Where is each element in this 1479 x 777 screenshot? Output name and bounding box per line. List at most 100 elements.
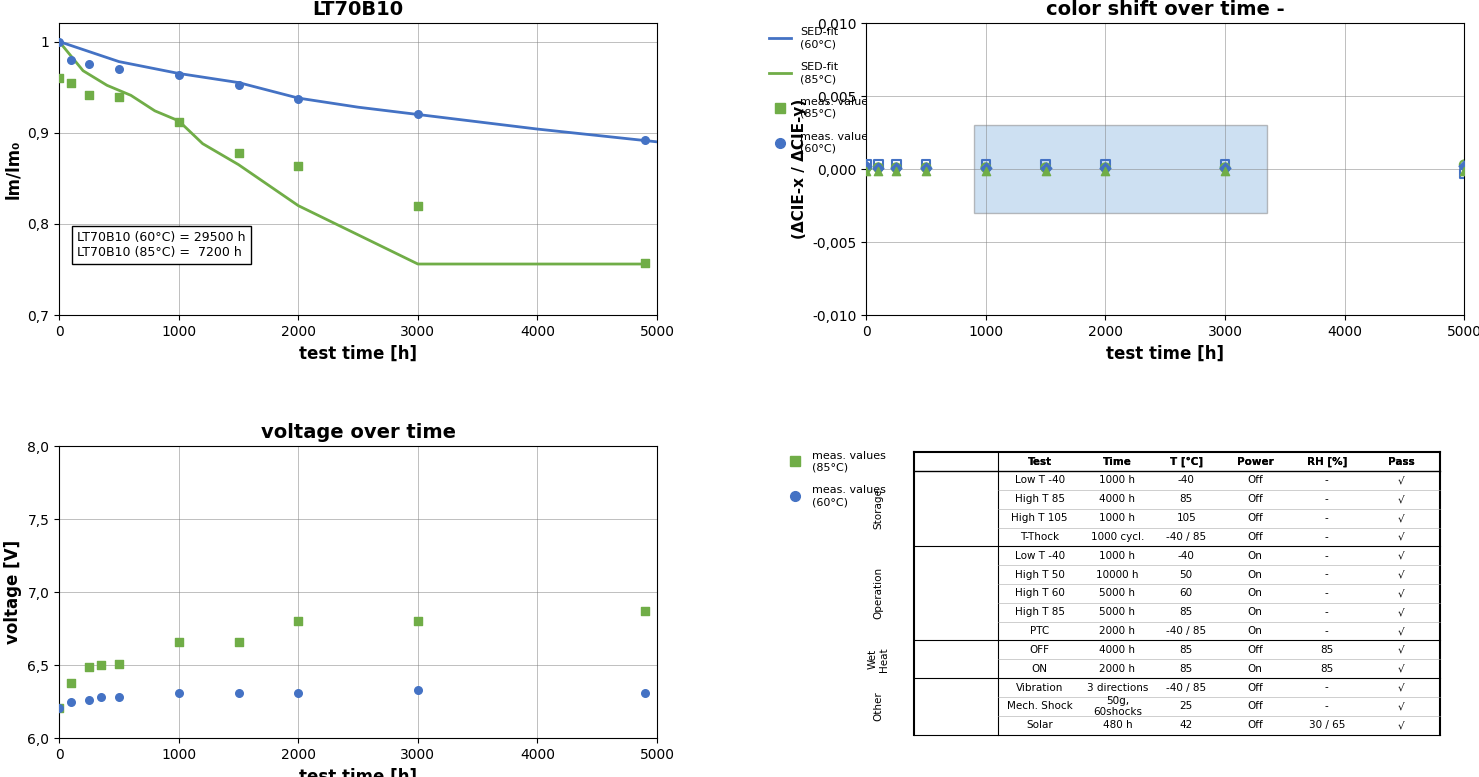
Point: [914, 165, 938, 177]
Text: Off: Off: [1247, 645, 1263, 655]
Legend: SED-fit
(60°C), SED-fit
(85°C), meas. values
(85°C), meas. values
(60°C): SED-fit (60°C), SED-fit (85°C), meas. va…: [765, 23, 879, 159]
Text: 4000 h: 4000 h: [1099, 494, 1136, 504]
Text: -: -: [1325, 532, 1328, 542]
Text: Test: Test: [1028, 457, 1052, 467]
Point: [106, 691, 130, 703]
Point: [407, 615, 430, 628]
Point: [1213, 165, 1236, 177]
Text: -: -: [1325, 570, 1328, 580]
Text: -: -: [1325, 476, 1328, 486]
Point: [867, 165, 890, 177]
Point: [867, 162, 890, 174]
Point: [1213, 159, 1236, 171]
Text: √: √: [1398, 645, 1405, 655]
Text: -40 / 85: -40 / 85: [1165, 626, 1207, 636]
Text: Low T -40: Low T -40: [1015, 476, 1065, 486]
Bar: [975, 125, 1268, 213]
Point: [407, 684, 430, 696]
Text: -: -: [1325, 607, 1328, 617]
Text: 10000 h: 10000 h: [1096, 570, 1139, 580]
Text: Pass: Pass: [1389, 457, 1415, 467]
Text: √: √: [1398, 551, 1405, 561]
Text: Off: Off: [1247, 702, 1263, 711]
Point: [59, 54, 83, 66]
Title: color shift over time -: color shift over time -: [1046, 0, 1285, 19]
Text: Off: Off: [1247, 513, 1263, 523]
Point: [226, 636, 250, 648]
Point: [47, 35, 71, 47]
Text: 85: 85: [1180, 645, 1194, 655]
Text: √: √: [1398, 588, 1405, 598]
Text: Operation: Operation: [873, 567, 883, 619]
Point: [867, 159, 890, 171]
Point: [1034, 162, 1057, 174]
Point: [633, 605, 657, 618]
Text: √: √: [1398, 664, 1405, 674]
Text: Low T -40: Low T -40: [1015, 551, 1065, 561]
Text: √: √: [1398, 682, 1405, 692]
Point: [59, 77, 83, 89]
Text: T-Thock: T-Thock: [1021, 532, 1059, 542]
Text: High T 60: High T 60: [1015, 588, 1065, 598]
Point: [287, 92, 311, 105]
Point: [226, 79, 250, 92]
Text: OFF: OFF: [1029, 645, 1050, 655]
Text: -: -: [1325, 513, 1328, 523]
Text: RH [%]: RH [%]: [1306, 457, 1347, 467]
Point: [975, 165, 998, 177]
Text: 1000 h: 1000 h: [1099, 551, 1136, 561]
Point: [1093, 165, 1117, 177]
Point: [914, 162, 938, 174]
Text: 4000 h: 4000 h: [1099, 645, 1136, 655]
Text: High T 85: High T 85: [1015, 607, 1065, 617]
Text: √: √: [1398, 720, 1405, 730]
Text: High T 50: High T 50: [1015, 570, 1065, 580]
Text: On: On: [1247, 664, 1263, 674]
Point: [1452, 165, 1476, 177]
Point: [77, 660, 101, 673]
Point: [884, 165, 908, 177]
Text: Time: Time: [1103, 457, 1131, 467]
Point: [1093, 162, 1117, 174]
Text: Power: Power: [1236, 457, 1273, 467]
Text: Test: Test: [1028, 457, 1052, 467]
Text: -: -: [1325, 588, 1328, 598]
Y-axis label: lm/lm₀: lm/lm₀: [4, 140, 22, 199]
X-axis label: test time [h]: test time [h]: [1106, 344, 1225, 362]
Text: Off: Off: [1247, 532, 1263, 542]
Text: 1000 cycl.: 1000 cycl.: [1090, 532, 1145, 542]
Text: 2000 h: 2000 h: [1099, 626, 1136, 636]
Text: √: √: [1398, 532, 1405, 542]
Text: 30 / 65: 30 / 65: [1309, 720, 1344, 730]
Text: 1000 h: 1000 h: [1099, 476, 1136, 486]
Text: 25: 25: [1180, 702, 1194, 711]
Text: -: -: [1325, 494, 1328, 504]
Point: [867, 162, 890, 174]
Point: [884, 162, 908, 174]
Point: [287, 160, 311, 172]
Text: 42: 42: [1180, 720, 1194, 730]
Text: 3 directions: 3 directions: [1087, 682, 1148, 692]
Text: 2000 h: 2000 h: [1099, 664, 1136, 674]
Text: -: -: [1325, 702, 1328, 711]
Point: [1452, 159, 1476, 171]
Point: [89, 659, 112, 671]
Point: [884, 159, 908, 171]
Point: [1452, 160, 1476, 172]
Point: [1034, 165, 1057, 177]
Text: 85: 85: [1321, 664, 1334, 674]
Point: [287, 615, 311, 628]
Point: [1452, 167, 1476, 179]
Text: -: -: [1325, 551, 1328, 561]
X-axis label: test time [h]: test time [h]: [299, 768, 417, 777]
Text: On: On: [1247, 626, 1263, 636]
Point: [407, 108, 430, 120]
Point: [1213, 162, 1236, 174]
Text: √: √: [1398, 494, 1405, 504]
Point: [975, 162, 998, 174]
Point: [884, 162, 908, 174]
Point: [47, 702, 71, 714]
Text: Off: Off: [1247, 494, 1263, 504]
Text: On: On: [1247, 607, 1263, 617]
X-axis label: test time [h]: test time [h]: [299, 344, 417, 362]
